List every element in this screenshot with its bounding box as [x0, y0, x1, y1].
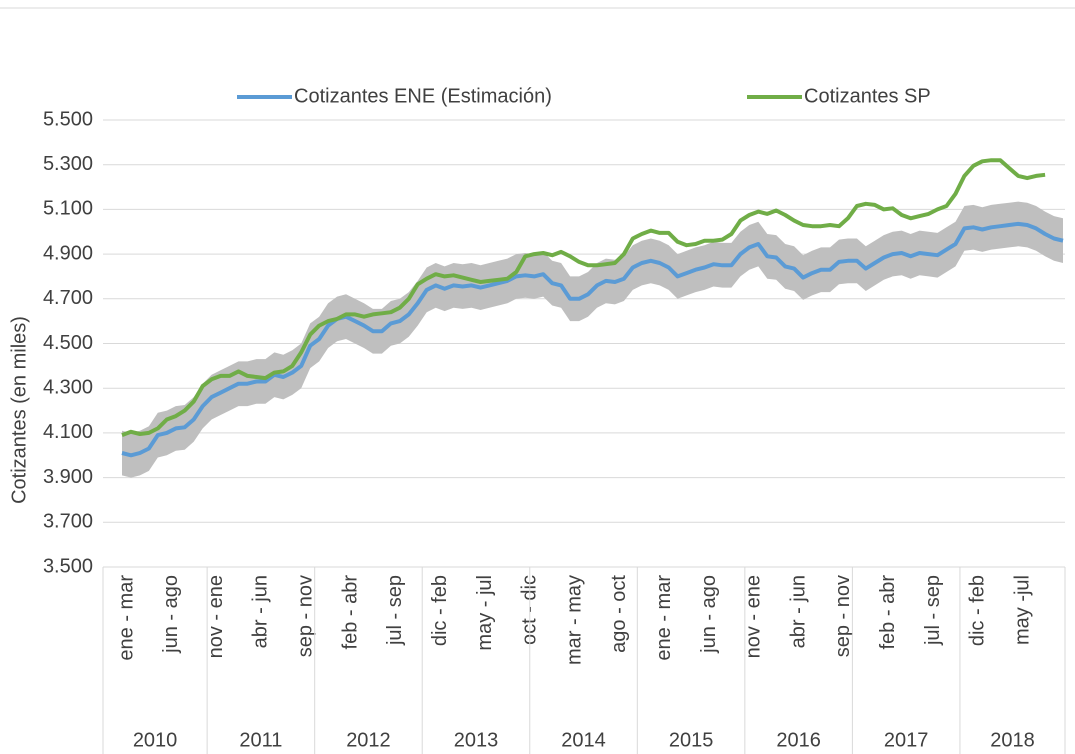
x-tick-label: dic - feb — [429, 575, 451, 646]
y-tick-label: 5.500 — [43, 108, 93, 130]
group-label: 2018 — [990, 729, 1035, 751]
x-tick-label: mar - may — [563, 575, 585, 665]
x-tick-label: jul - sep — [384, 575, 406, 646]
x-tick-label: ene - mar — [653, 575, 675, 661]
x-tick-label: feb - abr — [339, 575, 361, 650]
y-tick-label: 3.900 — [43, 466, 93, 488]
x-tick-label: ago - oct — [608, 575, 630, 653]
x-tick-label: sep - nov — [295, 575, 317, 657]
y-tick-label: 4.500 — [43, 332, 93, 354]
group-label: 2014 — [561, 729, 606, 751]
group-label: 2017 — [884, 729, 929, 751]
x-tick-label: ene - mar — [115, 575, 137, 661]
group-label: 2012 — [346, 729, 391, 751]
y-tick-label: 5.100 — [43, 198, 93, 220]
legend-label: Cotizantes ENE (Estimación) — [294, 85, 552, 107]
y-tick-label: 3.700 — [43, 511, 93, 533]
x-tick-label: may - jul — [474, 575, 496, 651]
y-axis-title: Cotizantes (en miles) — [8, 316, 30, 504]
x-tick-label: may -jul — [1011, 575, 1033, 645]
group-label: 2010 — [133, 729, 178, 751]
series-line — [121, 221, 1064, 458]
x-tick-label: jul - sep — [922, 575, 944, 646]
group-label: 2013 — [454, 729, 499, 751]
x-tick-label: nov - ene — [205, 575, 227, 658]
x-tick-label: abr - jun — [250, 575, 272, 648]
y-tick-label: 3.500 — [43, 555, 93, 577]
y-tick-label: 5.300 — [43, 153, 93, 175]
group-label: 2011 — [239, 729, 282, 751]
x-tick-label: abr - jun — [787, 575, 809, 648]
x-tick-label: jun - ago — [160, 575, 182, 654]
y-tick-label: 4.900 — [43, 242, 93, 264]
x-tick-label: feb - abr — [877, 575, 899, 650]
confidence-band — [122, 201, 1063, 478]
y-tick-label: 4.700 — [43, 287, 93, 309]
group-label: 2015 — [669, 729, 714, 751]
y-tick-label: 4.100 — [43, 421, 93, 443]
y-tick-label: 4.300 — [43, 376, 93, 398]
x-tick-label: nov - ene — [743, 575, 765, 658]
x-tick-label: sep - nov — [832, 575, 854, 657]
group-label: 2016 — [776, 729, 821, 751]
legend-label: Cotizantes SP — [804, 85, 931, 107]
x-tick-label: dic - feb — [967, 575, 989, 646]
series-line — [121, 158, 1046, 437]
x-tick-label: jun - ago — [698, 575, 720, 654]
